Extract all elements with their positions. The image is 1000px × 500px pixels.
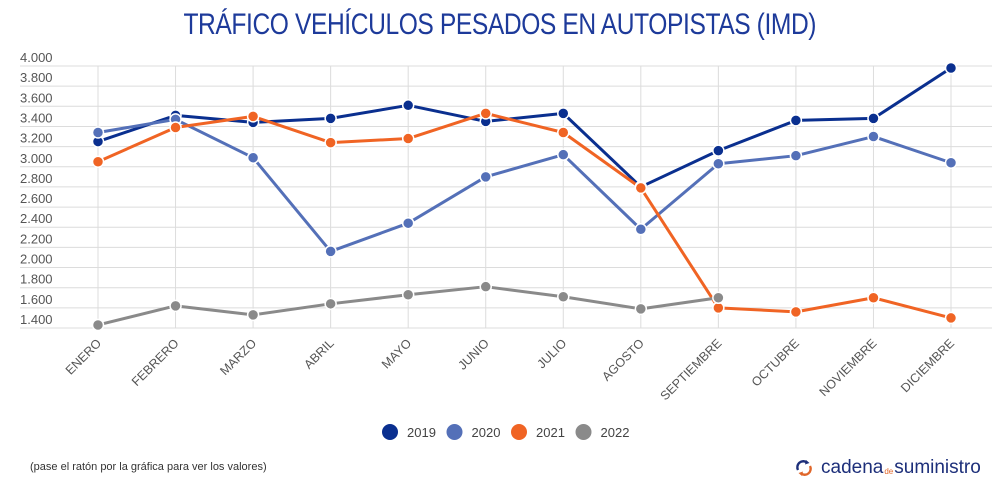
legend-label-2019: 2019 [407,425,436,440]
data-point-2019[interactable] [944,61,958,75]
y-tick-label: 2.800 [20,171,53,186]
legend-label-2020: 2020 [472,425,501,440]
line-chart[interactable]: 1.400 1.600 1.800 2.000 2.200 2.400 2.600 2.800… [0,0,1000,460]
data-point-2019[interactable] [324,112,337,125]
data-point-2021[interactable] [401,132,415,145]
data-point-2020[interactable] [867,130,880,143]
series-line-2019 [97,66,952,189]
data-point-2020[interactable] [324,245,337,258]
data-point-2019[interactable] [401,99,415,112]
data-point-2022[interactable] [712,291,725,305]
x-tick-label: AGOSTO [599,336,647,384]
data-point-2020[interactable] [712,157,725,170]
brand-logo: cadena de suministro [794,457,981,479]
y-tick-label: 1.800 [20,272,53,287]
legend-label-2022: 2022 [601,425,630,440]
data-point-2021[interactable] [479,107,492,120]
x-tick-label: ABRIL [301,336,336,371]
y-tick-label: 2.000 [20,252,53,267]
data-point-2020[interactable] [944,156,958,169]
data-point-2022[interactable] [246,308,260,322]
data-point-2022[interactable] [401,288,415,301]
data-point-2021[interactable] [91,155,105,168]
x-tick-label: ENERO [63,336,105,378]
data-point-2020[interactable] [789,149,803,162]
data-point-2021[interactable] [557,126,570,139]
data-point-2021[interactable] [789,305,803,319]
y-tick-label: 3.200 [20,131,53,146]
series-line-2020 [97,117,952,253]
y-tick-label: 3.800 [20,70,53,85]
series-line-2021 [97,111,952,320]
y-tick-label: 3.600 [20,90,53,105]
x-tick-label: NOVIEMBRE [817,336,880,399]
data-point-2020[interactable] [91,126,105,139]
data-point-2019[interactable] [867,112,880,125]
legend-marker-2019 [382,424,398,440]
data-point-2021[interactable] [867,291,880,305]
x-tick-label: MAYO [379,336,414,371]
data-point-2019[interactable] [789,114,803,127]
x-tick-label: JULIO [534,336,569,371]
x-tick-label: OCTUBRE [749,336,802,389]
data-point-2020[interactable] [479,170,492,184]
legend-marker-2020 [446,424,463,440]
refresh-arrows-icon [796,460,812,476]
data-point-2022[interactable] [91,318,105,332]
logo-text-de: de [884,466,894,476]
data-point-2022[interactable] [324,297,337,311]
x-tick-label: MARZO [217,336,259,378]
y-tick-label: 2.200 [20,231,53,246]
data-point-2021[interactable] [324,136,337,149]
y-tick-label: 3.000 [20,151,53,166]
y-tick-label: 1.400 [20,312,53,327]
logo-text-suministro: suministro [894,457,981,478]
data-point-2021[interactable] [634,181,648,195]
y-tick-label: 4.000 [20,50,53,65]
data-point-2022[interactable] [557,290,570,304]
x-tick-label: DICIEMBRE [898,336,957,395]
data-point-2020[interactable] [401,216,415,230]
chart-title: TRÁFICO VEHÍCULOS PESADOS EN AUTOPISTAS … [0,8,1000,42]
x-tick-label: JUNIO [455,336,492,373]
y-tick-label: 2.400 [20,211,53,226]
x-tick-label: SEPTIEMBRE [658,336,725,403]
data-point-2019[interactable] [712,144,725,157]
legend-marker-2021 [511,424,527,440]
y-tick-label: 1.600 [20,292,53,307]
data-point-2020[interactable] [634,222,648,236]
data-point-2021[interactable] [169,121,182,134]
y-tick-label: 2.600 [20,191,53,206]
legend-label-2021: 2021 [536,425,565,440]
hover-hint: (pase el ratón por la gráfica para ver l… [30,461,267,473]
chart-title-text: TRÁFICO VEHÍCULOS PESADOS EN AUTOPISTAS … [183,8,817,41]
data-point-2020[interactable] [557,148,570,161]
data-point-2022[interactable] [634,302,648,316]
x-tick-label: FEBRERO [129,336,182,389]
data-point-2022[interactable] [169,299,182,313]
y-tick-label: 3.400 [20,110,53,125]
data-point-2019[interactable] [557,107,570,120]
logo-text-cadena: cadena [821,457,884,478]
data-point-2022[interactable] [479,280,492,293]
legend-marker-2022 [575,424,592,440]
data-point-2021[interactable] [944,311,958,325]
data-point-2020[interactable] [246,151,260,164]
data-point-2021[interactable] [246,110,260,123]
